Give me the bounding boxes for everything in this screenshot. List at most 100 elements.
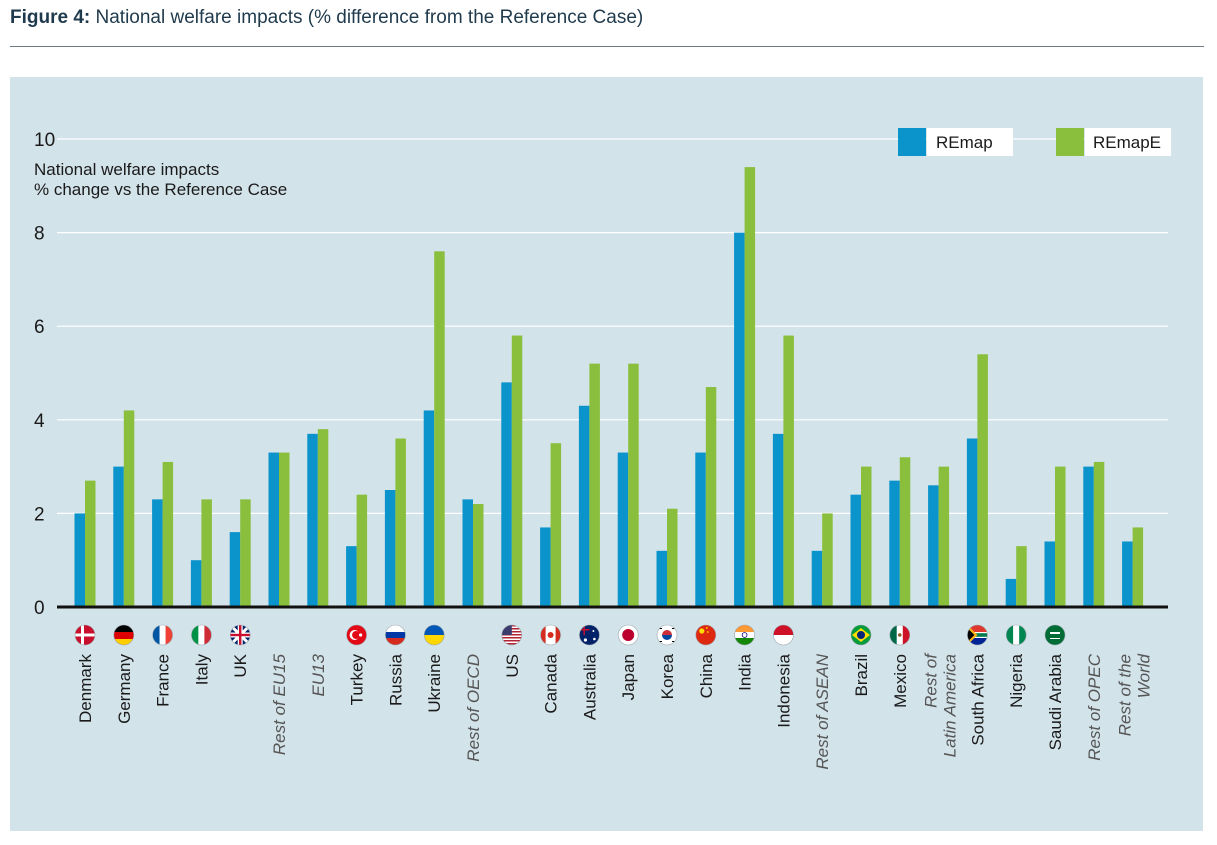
bar-remape-rest-of-opec (1093, 461, 1105, 607)
y-tick-label: 2 (34, 504, 45, 525)
flag-france-icon (152, 624, 173, 646)
flag-germany-icon (113, 624, 135, 646)
bar-remap-rest-of-oecd (462, 499, 473, 607)
flag-korea-icon (656, 624, 678, 646)
y-tick-labels: 0 2 4 6 8 10 (34, 130, 55, 619)
category-label: Australia (580, 653, 599, 720)
category-label: Rest of ASEAN (813, 653, 832, 769)
y-tick-label: 6 (34, 317, 45, 338)
bar-remap-canada (540, 527, 551, 607)
bar-remap-us (501, 382, 512, 607)
bar-remape-india (744, 167, 756, 607)
bar-remap-china (695, 452, 706, 607)
y-tick-label: 8 (34, 224, 45, 245)
flag-south-africa-icon (967, 624, 988, 646)
legend-item-remap: REmap (898, 128, 1013, 156)
flag-mexico-icon (889, 624, 911, 646)
y-axis-label-line-1: National welfare impacts (34, 160, 219, 179)
bar-remape-rest-of-latin-america (938, 466, 950, 607)
figure-caption: Figure 4: National welfare impacts (% di… (10, 7, 643, 29)
category-label: Korea (658, 653, 677, 699)
bar-remap-turkey (346, 546, 357, 607)
bar-remape-russia (395, 438, 406, 607)
flag-turkey-icon (346, 624, 367, 646)
bar-remap-mexico (889, 480, 900, 607)
flag-saudi-arabia-icon (1044, 624, 1066, 646)
y-tick-label: 0 (34, 598, 45, 619)
bar-remape-rest-of-oecd (473, 504, 484, 607)
legend-item-remape: REmapE (1056, 128, 1171, 156)
chart-panel: 0 2 4 6 8 10 National welfare impacts % chang… (10, 77, 1203, 831)
bar-remape-rest-of-asean (822, 513, 833, 607)
bar-remape-japan (628, 363, 639, 607)
bar-remap-rest-of-the-world (1122, 541, 1133, 607)
flag-us-icon (501, 624, 523, 646)
bar-remape-rest-of-the-world (1132, 527, 1144, 607)
flag-japan-icon (617, 624, 639, 646)
legend-swatch-remape (1056, 128, 1084, 156)
bar-remape-us (511, 335, 523, 607)
flag-india-icon (734, 624, 755, 646)
bar-remape-australia (589, 363, 600, 607)
bar-remap-korea (656, 550, 667, 607)
bar-remape-france (162, 461, 174, 607)
bar-remape-south-africa (977, 354, 988, 607)
category-label: Ukraine (425, 654, 444, 713)
category-label: Mexico (891, 654, 910, 708)
bar-remape-indonesia (783, 335, 794, 607)
category-label: Turkey (348, 654, 367, 706)
flag-denmark-icon (74, 624, 96, 646)
bar-remape-china (705, 387, 717, 607)
bar-remap-uk (229, 532, 241, 607)
category-label: UK (231, 653, 250, 677)
country-flags (74, 624, 1066, 646)
category-label: France (154, 654, 173, 707)
bar-remape-turkey (356, 494, 368, 607)
bar-remap-germany (113, 466, 124, 607)
bar-remap-australia (578, 405, 590, 607)
bar-remape-nigeria (1016, 546, 1027, 607)
category-label: China (697, 653, 716, 698)
bar-remap-russia (384, 490, 396, 607)
bar-remap-ukraine (423, 410, 435, 607)
legend-label-remap: REmap (936, 133, 993, 152)
legend-label-box-remape (1085, 128, 1171, 156)
bar-remap-eu13 (307, 433, 318, 607)
flag-canada-icon (540, 624, 561, 646)
bar-remape-canada (550, 443, 562, 607)
bar-remap-saudi-arabia (1044, 541, 1055, 607)
category-label: Rest of (922, 652, 941, 708)
bar-remap-denmark (74, 513, 85, 607)
figure-title: National welfare impacts (% difference f… (90, 7, 644, 28)
bar-remape-brazil (861, 466, 872, 607)
bar-remap-indonesia (772, 433, 784, 607)
category-label: Italy (192, 654, 211, 686)
category-label: Nigeria (1007, 653, 1026, 707)
category-label: Saudi Arabia (1046, 653, 1065, 750)
flag-ukraine-icon (423, 624, 445, 646)
bars (74, 167, 1144, 607)
legend-label-box-remap (927, 128, 1013, 156)
legend-label-remape: REmapE (1093, 133, 1161, 152)
flag-nigeria-icon (1005, 624, 1027, 646)
category-label: Canada (542, 653, 561, 713)
category-label: EU13 (309, 653, 328, 696)
bar-remape-rest-of-eu15 (279, 452, 290, 607)
bar-remap-india (734, 232, 745, 607)
bar-remape-mexico (899, 457, 911, 607)
legend: REmap REmapE (898, 128, 1171, 156)
caption-divider (10, 46, 1204, 47)
flag-russia-icon (385, 624, 406, 646)
category-label: Brazil (852, 654, 871, 697)
category-label: Rest of OPEC (1085, 653, 1104, 760)
bar-remape-denmark (85, 480, 96, 607)
category-label: US (503, 654, 522, 678)
y-axis-label-line-2: % change vs the Reference Case (34, 180, 287, 199)
bar-remape-saudi-arabia (1055, 466, 1066, 607)
bar-remap-france (152, 499, 163, 607)
bar-remap-italy (190, 560, 202, 607)
y-tick-label: 4 (34, 411, 45, 432)
figure-number: Figure 4: (10, 7, 91, 28)
category-label: Latin America (941, 654, 960, 757)
bar-remap-rest-of-asean (811, 550, 823, 607)
